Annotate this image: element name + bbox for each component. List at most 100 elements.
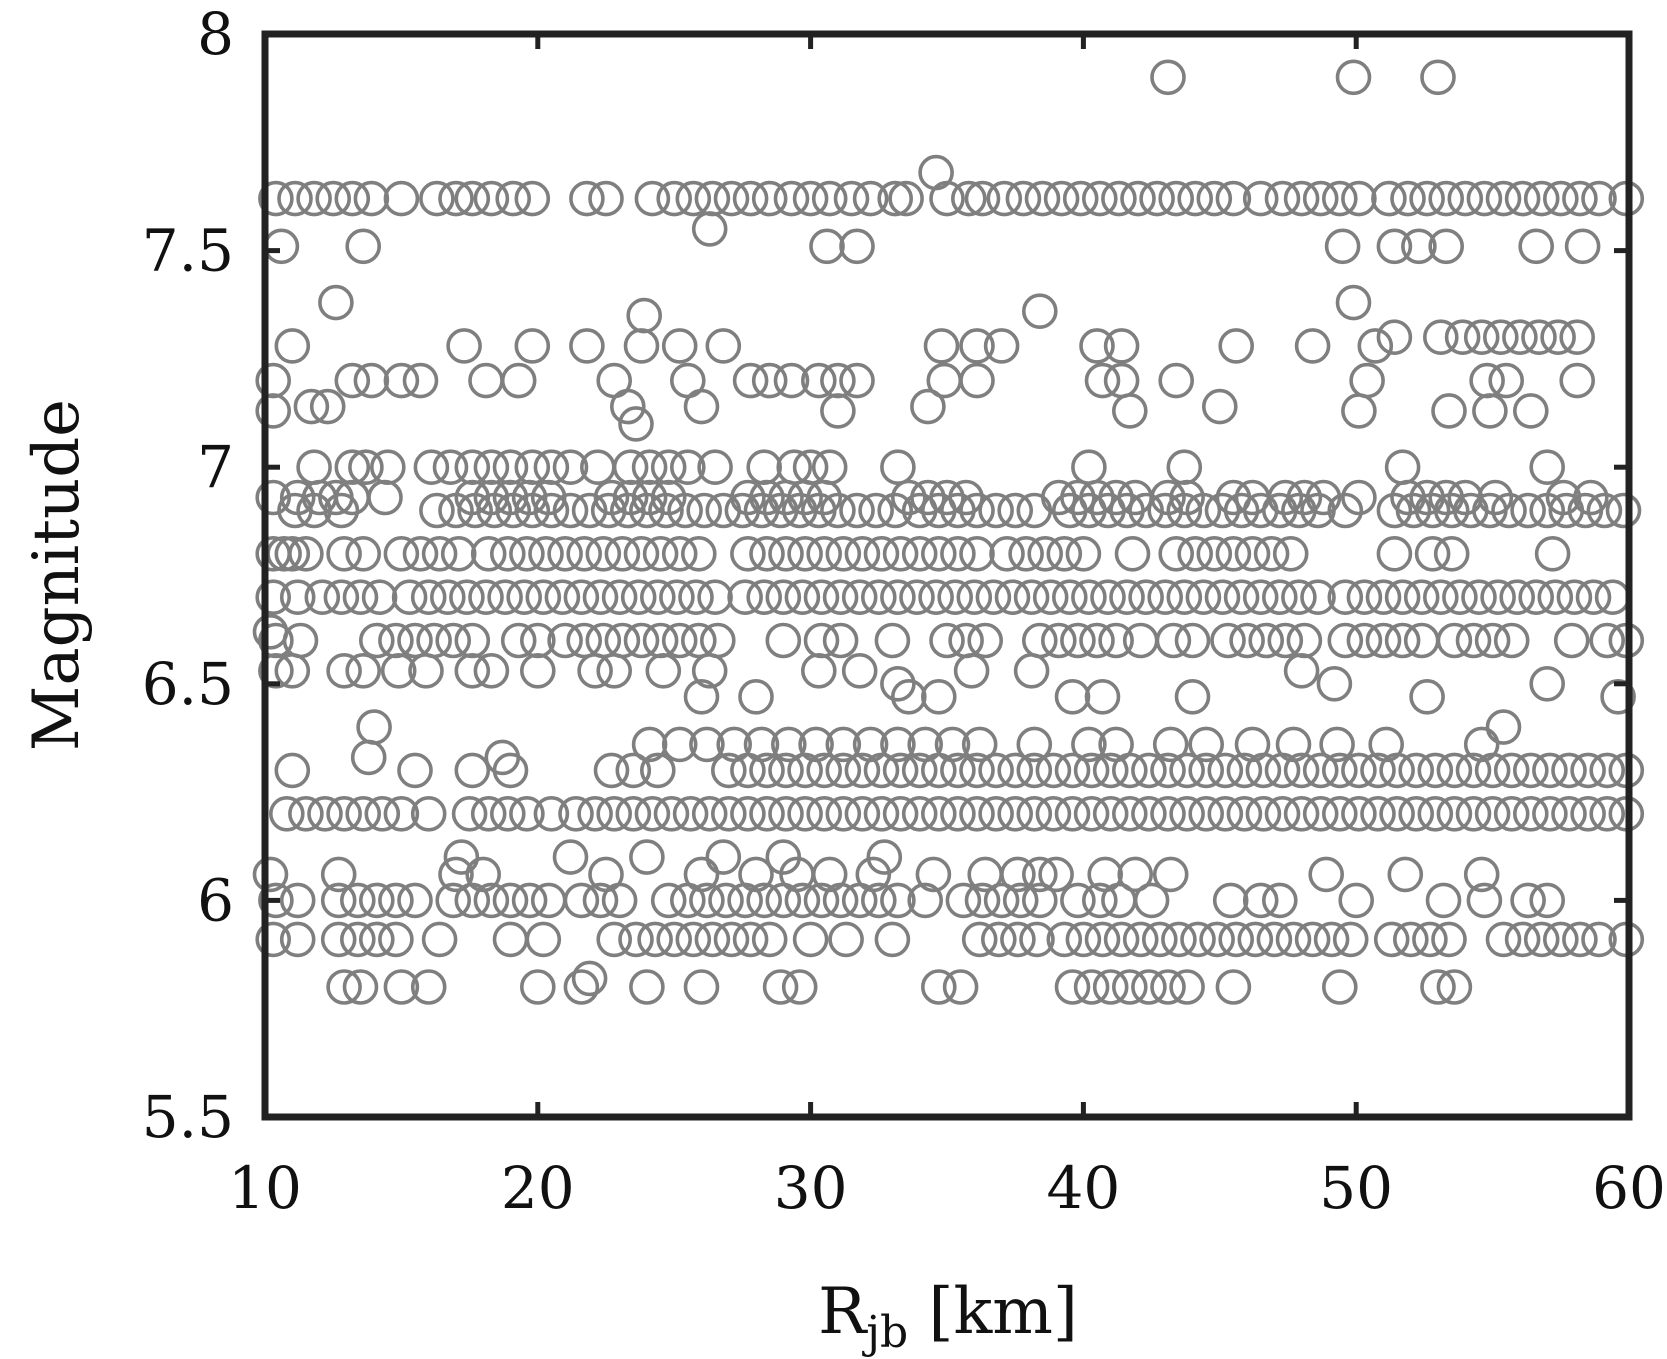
data-point	[1431, 921, 1467, 958]
data-point	[378, 882, 414, 919]
data-point	[661, 535, 698, 572]
data-point	[380, 652, 417, 689]
data-point	[1384, 622, 1421, 659]
data-point	[1513, 752, 1549, 789]
data-point	[940, 535, 976, 572]
data-point	[604, 535, 641, 572]
data-point	[800, 652, 837, 689]
data-point	[1210, 622, 1246, 659]
data-point	[623, 535, 660, 572]
data-point	[1002, 882, 1039, 919]
data-point	[765, 882, 802, 919]
data-point	[1294, 921, 1331, 958]
data-point	[1365, 579, 1402, 616]
data-point	[811, 449, 848, 486]
data-point	[1346, 579, 1383, 616]
data-point	[514, 180, 551, 217]
data-point	[844, 795, 881, 832]
data-point	[1469, 362, 1505, 399]
data-point	[1548, 492, 1585, 529]
data-point	[1335, 284, 1372, 321]
data-point	[1256, 921, 1293, 958]
data-point	[615, 795, 652, 832]
data-point	[358, 921, 395, 958]
data-point	[920, 752, 957, 789]
data-point	[1455, 622, 1492, 659]
data-point	[519, 969, 556, 1005]
data-point	[1073, 795, 1110, 832]
data-point	[1101, 180, 1137, 217]
data-point	[569, 180, 605, 217]
data-point	[1128, 579, 1164, 616]
data-point	[274, 535, 311, 572]
data-point	[1491, 492, 1527, 529]
data-point	[1387, 856, 1424, 893]
data-point	[863, 795, 900, 832]
data-point	[978, 795, 1014, 832]
data-point	[792, 180, 829, 217]
data-point	[920, 492, 957, 529]
data-point	[577, 652, 613, 689]
data-point	[1177, 180, 1213, 217]
data-point	[489, 535, 526, 572]
data-point	[1065, 535, 1102, 572]
data-point	[890, 479, 927, 516]
data-point	[563, 969, 600, 1005]
axis-ticks	[262, 31, 1632, 1120]
data-point	[1417, 752, 1454, 789]
data-point	[547, 535, 583, 572]
x-axis-title-subscript: jb	[861, 1307, 908, 1358]
data-point	[929, 622, 965, 659]
data-point	[727, 579, 763, 616]
data-point	[1079, 328, 1115, 364]
data-point	[438, 492, 474, 529]
data-point	[454, 652, 491, 689]
x-axis-title-unit: [km]	[928, 1275, 1077, 1349]
data-point	[691, 652, 728, 689]
data-point	[1502, 319, 1538, 356]
data-point	[339, 921, 376, 958]
x-tick-label: 10	[228, 1154, 302, 1222]
data-point	[408, 652, 444, 689]
data-point	[1532, 752, 1568, 789]
data-point	[1373, 921, 1410, 958]
data-point	[730, 752, 766, 789]
data-point	[618, 406, 654, 442]
data-point	[1196, 180, 1233, 217]
data-point	[585, 622, 622, 659]
data-point	[326, 969, 362, 1005]
data-point	[959, 752, 995, 789]
data-point	[1016, 492, 1053, 529]
data-point	[356, 709, 392, 745]
data-point	[1463, 856, 1500, 893]
data-point	[1215, 535, 1252, 572]
data-point	[1202, 388, 1238, 425]
data-point	[749, 795, 785, 832]
data-point	[1420, 969, 1456, 1005]
data-point	[1223, 579, 1260, 616]
data-point	[1575, 579, 1612, 616]
data-point	[353, 362, 390, 399]
data-point	[1302, 752, 1339, 789]
data-point	[566, 535, 603, 572]
data-point	[263, 228, 300, 265]
data-point	[1360, 752, 1396, 789]
data-point	[1376, 319, 1413, 356]
data-point	[277, 180, 313, 217]
data-point	[454, 752, 491, 789]
data-point	[1567, 492, 1604, 529]
data-point	[833, 180, 870, 217]
data-point	[339, 882, 376, 919]
data-point	[678, 579, 714, 616]
data-point	[1054, 752, 1091, 789]
data-point	[1472, 492, 1508, 529]
data-point	[773, 362, 810, 399]
data-point	[1398, 752, 1434, 789]
data-point	[1041, 622, 1077, 659]
data-point	[1562, 180, 1598, 217]
data-point	[918, 579, 954, 616]
data-point	[1562, 921, 1598, 958]
data-point	[699, 622, 736, 659]
data-point	[492, 921, 529, 958]
data-point	[1294, 328, 1331, 364]
